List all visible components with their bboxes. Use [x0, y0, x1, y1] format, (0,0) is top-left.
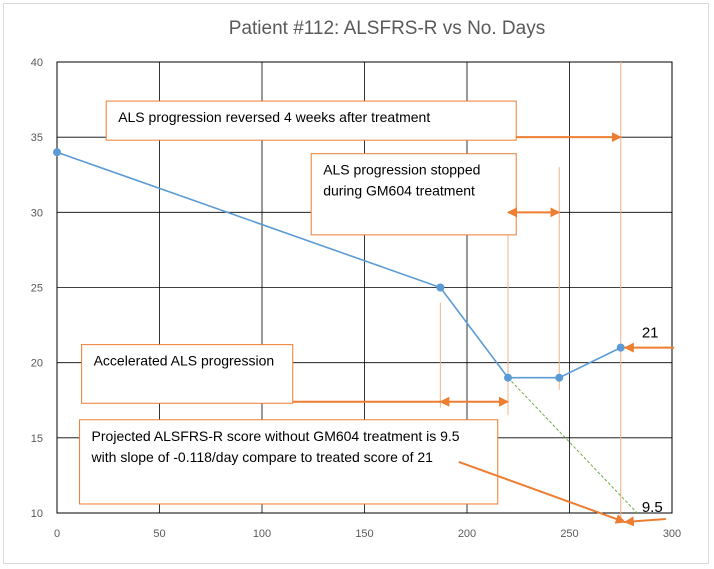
annotation-text: with slope of -0.118/day compare to trea… [91, 449, 434, 465]
data-point [436, 283, 445, 292]
data-point [53, 148, 61, 157]
annotation-box [310, 153, 517, 236]
annotation-arrow [458, 460, 626, 524]
x-tick-label: 100 [253, 528, 271, 540]
x-tick-label: 50 [153, 528, 165, 540]
x-tick-label: 250 [560, 528, 578, 540]
annotation-text: Projected ALSFRS-R score without GM604 t… [92, 428, 460, 444]
annotations: ALS progression reversed 4 weeks after t… [79, 100, 626, 524]
value-labels: 219.5 [623, 325, 675, 527]
annotation-box [79, 419, 499, 505]
series-layer [53, 148, 625, 382]
value-label-arrow [623, 516, 666, 527]
projection-line [507, 377, 638, 514]
annotation-text: during GM604 treatment [323, 183, 475, 199]
x-tick-label: 200 [458, 528, 476, 540]
chart-title: Patient #112: ALSFRS-R vs No. Days [229, 18, 545, 39]
y-tick-label: 15 [31, 433, 43, 445]
y-tick-label: 25 [31, 283, 43, 295]
data-point [504, 373, 512, 382]
value-label: 21 [642, 325, 659, 342]
x-tick-label: 150 [355, 528, 373, 540]
x-tick-label: 0 [54, 528, 60, 540]
annotation-text: ALS progression reversed 4 weeks after t… [118, 109, 430, 125]
projection-dashed-line [507, 377, 638, 514]
y-tick-label: 10 [31, 508, 43, 520]
value-label: 9.5 [642, 499, 663, 516]
annotation-box [105, 100, 517, 141]
x-tick-label: 300 [663, 528, 681, 540]
data-point [616, 343, 625, 352]
y-tick-label: 30 [31, 207, 43, 219]
y-tick-label: 20 [31, 358, 43, 370]
annotation-text: Accelerated ALS progression [94, 353, 275, 369]
data-point [555, 373, 564, 382]
annotation-box [81, 344, 294, 404]
y-tick-label: 40 [31, 57, 43, 69]
y-axis-ticks: 10 15 20 25 30 35 40 [31, 57, 43, 520]
y-tick-label: 35 [31, 132, 43, 144]
x-axis-ticks: 0 50 100 150 200 250 300 [54, 528, 681, 540]
annotation-text: ALS progression stopped [323, 162, 480, 178]
